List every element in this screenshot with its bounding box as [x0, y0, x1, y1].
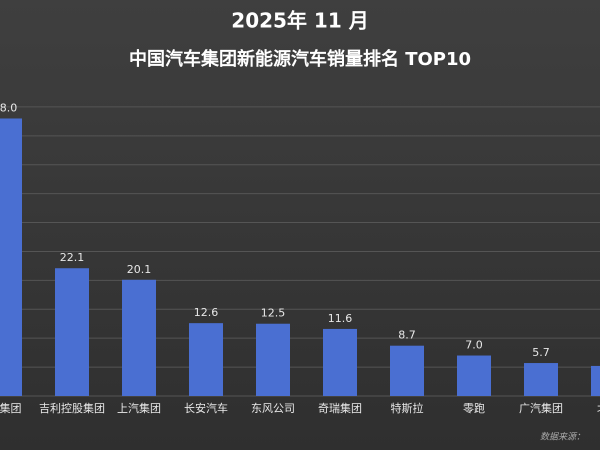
bar — [390, 345, 424, 396]
value-label: 7.0 — [465, 339, 483, 352]
x-tick-label: 奇瑞集团 — [318, 401, 362, 415]
value-label: 20.1 — [127, 263, 152, 276]
bar — [55, 268, 89, 396]
x-tick-label: 东风公司 — [251, 402, 295, 415]
bar — [591, 365, 600, 396]
x-tick-label: 长安汽车 — [184, 401, 228, 415]
x-tick-label: 上汽集团 — [117, 401, 161, 415]
value-label: 12.6 — [194, 306, 219, 319]
bar — [0, 118, 22, 397]
value-label: 22.1 — [60, 251, 85, 264]
bar — [122, 279, 156, 396]
source-note: 数据来源： — [540, 432, 585, 443]
x-tick-label: 特斯拉 — [391, 401, 424, 415]
value-label: 48.0 — [0, 101, 17, 114]
value-label: 11.6 — [328, 312, 353, 325]
value-label: 5.7 — [532, 346, 550, 359]
x-tick-label: 吉利控股集团 — [39, 401, 105, 415]
bar — [457, 355, 491, 396]
value-label: 8.7 — [398, 329, 416, 342]
x-tick-label: 广汽集团 — [519, 401, 563, 415]
bar — [189, 323, 223, 396]
x-tick-label: 北汽 — [597, 401, 600, 415]
chart-title: 2025年 11 月 — [231, 9, 368, 33]
chart-subtitle: 中国汽车集团新能源汽车销量排名 TOP10 — [129, 48, 471, 70]
bar — [256, 323, 290, 396]
x-tick-label: 迪集团 — [0, 401, 22, 415]
value-label: 12.5 — [261, 307, 286, 320]
bar — [323, 328, 357, 396]
x-tick-label: 零跑 — [463, 401, 485, 415]
bar — [524, 363, 558, 396]
